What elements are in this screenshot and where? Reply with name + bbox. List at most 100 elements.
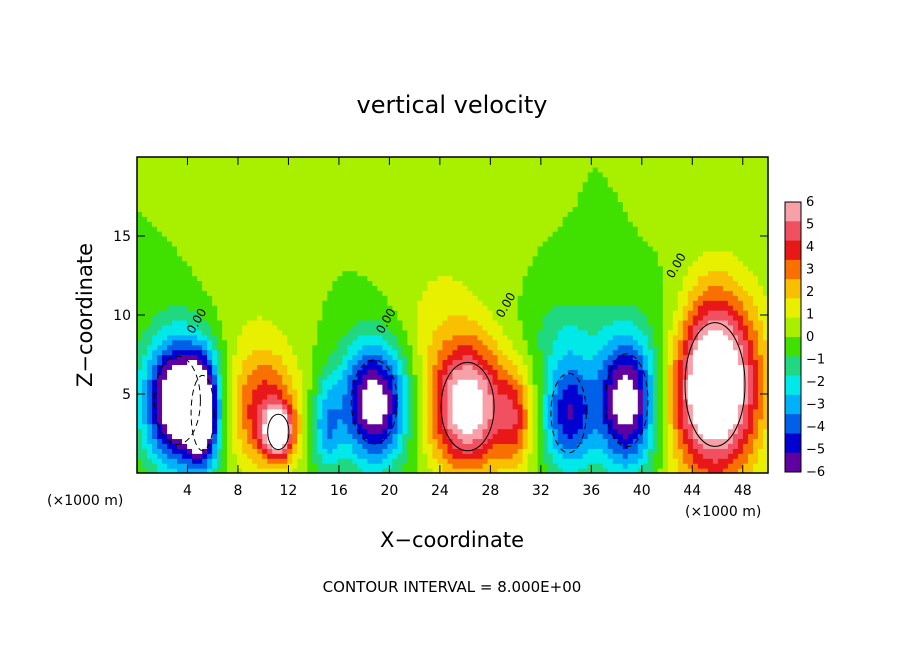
field-cell xyxy=(542,344,549,351)
field-cell xyxy=(172,463,178,469)
field-cell xyxy=(257,310,263,316)
field-cell xyxy=(477,468,484,473)
field-cell xyxy=(402,315,409,321)
field-cell xyxy=(652,329,659,336)
field-cell xyxy=(427,448,434,454)
field-cell xyxy=(502,443,509,449)
field-cell xyxy=(727,463,734,469)
field-cell xyxy=(732,418,739,425)
field-cell xyxy=(417,369,424,375)
field-cell xyxy=(637,379,644,385)
field-cell xyxy=(402,349,409,356)
field-cell xyxy=(472,275,479,282)
field-cell xyxy=(487,334,494,341)
field-cell xyxy=(512,418,519,425)
field-cell xyxy=(727,349,734,356)
field-cell xyxy=(387,403,394,410)
field-cell xyxy=(677,418,684,425)
field-cell xyxy=(592,394,599,400)
field-cell xyxy=(567,453,574,459)
field-cell xyxy=(187,334,193,341)
field-cell xyxy=(632,408,639,415)
field-cell xyxy=(637,310,644,316)
field-cell xyxy=(142,305,148,311)
field-cell xyxy=(192,295,198,301)
field-cell xyxy=(437,339,444,346)
field-cell xyxy=(267,438,273,444)
field-cell xyxy=(602,418,609,425)
field-cell xyxy=(437,428,444,435)
field-cell xyxy=(417,443,424,449)
field-cell xyxy=(347,310,353,316)
field-cell xyxy=(687,339,694,346)
field-cell xyxy=(672,310,679,316)
field-cell xyxy=(302,389,308,395)
field-cell xyxy=(337,339,343,346)
field-cell xyxy=(737,463,744,469)
field-cell xyxy=(557,305,564,311)
field-cell xyxy=(632,428,639,435)
field-cell xyxy=(157,408,163,415)
field-cell xyxy=(747,329,754,336)
field-cell xyxy=(362,413,368,420)
field-cell xyxy=(547,418,554,425)
field-cell xyxy=(427,413,434,420)
field-cell xyxy=(292,305,298,311)
field-cell xyxy=(272,398,278,405)
field-cell xyxy=(212,394,218,400)
field-cell xyxy=(552,295,559,301)
field-cell xyxy=(712,344,719,351)
field-cell xyxy=(587,468,594,473)
field-cell xyxy=(187,339,193,346)
field-cell xyxy=(447,369,454,375)
field-cell xyxy=(147,339,153,346)
field-cell xyxy=(382,453,388,459)
field-cell xyxy=(392,438,399,444)
field-cell xyxy=(427,319,434,326)
field-cell xyxy=(492,379,499,385)
field-cell xyxy=(262,443,268,449)
field-cell xyxy=(762,443,768,449)
field-cell xyxy=(242,275,248,282)
field-cell xyxy=(312,448,318,454)
field-cell xyxy=(377,433,383,440)
field-cell xyxy=(577,315,584,321)
field-cell xyxy=(472,295,479,301)
field-cell xyxy=(612,398,619,405)
field-cell xyxy=(162,423,168,430)
field-cell xyxy=(287,443,293,449)
field-cell xyxy=(527,349,534,356)
field-cell xyxy=(242,398,248,405)
field-cell xyxy=(302,384,308,390)
field-cell xyxy=(697,468,704,473)
field-cell xyxy=(752,433,759,440)
field-cell xyxy=(707,339,714,346)
field-cell xyxy=(417,453,424,459)
field-cell xyxy=(607,324,614,331)
field-cell xyxy=(542,349,549,356)
field-cell xyxy=(507,295,514,301)
field-cell xyxy=(277,369,283,375)
field-cell xyxy=(367,428,373,435)
field-cell xyxy=(332,359,338,365)
field-cell xyxy=(672,458,679,464)
field-cell xyxy=(712,295,719,301)
field-cell xyxy=(442,453,449,459)
field-cell xyxy=(142,285,148,291)
field-cell xyxy=(702,428,709,435)
field-cell xyxy=(312,433,318,440)
field-cell xyxy=(232,319,238,326)
field-cell xyxy=(687,428,694,435)
field-cell xyxy=(307,349,313,356)
field-cell xyxy=(622,408,629,415)
field-cell xyxy=(757,295,764,301)
field-cell xyxy=(572,334,579,341)
field-cell xyxy=(457,280,464,286)
field-cell xyxy=(307,364,313,370)
field-cell xyxy=(307,329,313,336)
field-cell xyxy=(622,443,629,449)
field-cell xyxy=(567,280,574,286)
field-cell xyxy=(412,408,419,415)
field-cell xyxy=(562,438,569,444)
field-cell xyxy=(477,310,484,316)
